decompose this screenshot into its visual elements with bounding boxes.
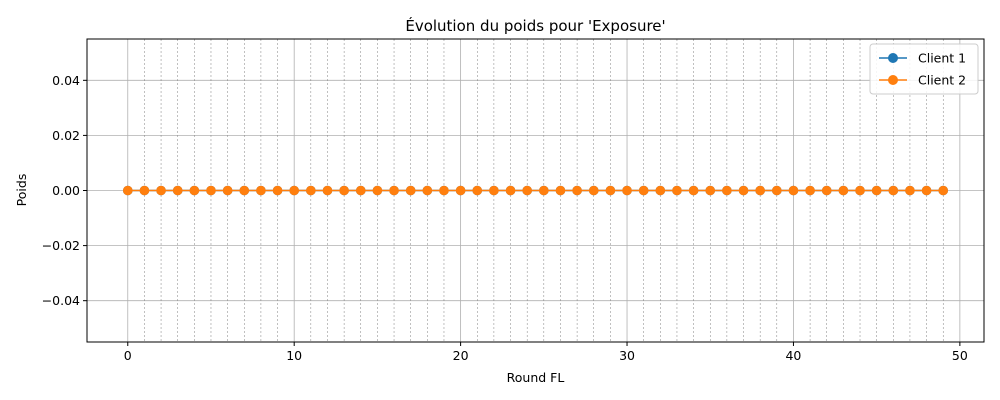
x-tick-label: 10 (286, 348, 302, 363)
y-tick-label: −0.02 (42, 238, 80, 253)
data-point-client-2 (389, 185, 399, 196)
data-point-client-2 (455, 185, 466, 196)
x-tick-label: 0 (124, 348, 132, 363)
data-point-client-2 (505, 185, 516, 196)
x-tick-label: 40 (785, 348, 801, 363)
data-point-client-2 (206, 185, 216, 196)
data-point-client-2 (322, 185, 333, 196)
data-point-client-2 (805, 185, 815, 196)
data-point-client-2 (339, 185, 349, 196)
series-client-2 (122, 185, 949, 196)
data-point-client-2 (239, 185, 250, 196)
data-point-client-2 (588, 185, 599, 196)
x-axis-title: Round FL (507, 370, 565, 385)
data-point-client-2 (139, 185, 150, 196)
data-point-client-2 (355, 185, 366, 196)
data-point-client-2 (838, 185, 849, 196)
x-tick-label: 30 (619, 348, 635, 363)
x-tick-label: 50 (952, 348, 968, 363)
y-tick-label: −0.04 (42, 293, 80, 308)
data-point-client-2 (222, 185, 233, 196)
data-point-client-2 (472, 185, 483, 196)
data-point-client-2 (572, 185, 582, 196)
data-point-client-2 (888, 185, 899, 196)
data-point-client-2 (688, 185, 699, 196)
legend-label-client-2: Client 2 (918, 73, 966, 88)
data-point-client-2 (772, 185, 782, 196)
data-point-client-2 (272, 185, 283, 196)
data-point-client-2 (821, 185, 832, 196)
data-point-client-2 (122, 185, 133, 196)
data-point-client-2 (638, 185, 649, 196)
data-point-client-2 (422, 185, 433, 196)
y-tick-label: 0.02 (52, 128, 80, 143)
legend: Client 1 Client 2 (869, 43, 979, 95)
data-point-client-2 (555, 185, 566, 196)
data-point-client-2 (722, 185, 732, 196)
data-point-client-2 (172, 185, 183, 196)
data-point-client-2 (439, 185, 449, 196)
minor-gridlines (144, 39, 944, 342)
data-point-client-2 (905, 185, 915, 196)
legend-entry-client-1: Client 1 (879, 51, 966, 66)
data-point-client-2 (622, 185, 632, 196)
data-point-client-2 (855, 185, 865, 196)
legend-marker-client-2 (888, 75, 898, 85)
chart-title: Évolution du poids pour 'Exposure' (405, 16, 665, 35)
data-point-client-2 (672, 185, 682, 196)
data-point-client-2 (189, 185, 200, 196)
y-axis-ticks: 0.04 0.02 0.00 −0.02 −0.04 (42, 73, 87, 308)
y-tick-label: 0.00 (52, 183, 80, 198)
data-point-client-2 (522, 185, 532, 196)
x-tick-label: 20 (453, 348, 469, 363)
series-layer (122, 185, 949, 196)
data-point-client-2 (489, 185, 499, 196)
legend-label-client-1: Client 1 (918, 51, 966, 66)
x-axis-ticks: 0 10 20 30 40 50 (124, 342, 968, 363)
data-point-client-2 (871, 185, 882, 196)
data-point-client-2 (755, 185, 765, 196)
legend-entry-client-2: Client 2 (879, 73, 966, 88)
data-point-client-2 (655, 185, 666, 196)
data-point-client-2 (938, 185, 949, 196)
data-point-client-2 (738, 185, 749, 196)
data-point-client-2 (705, 185, 716, 196)
data-point-client-2 (539, 185, 549, 196)
data-point-client-2 (289, 185, 299, 196)
data-point-client-2 (156, 185, 166, 196)
data-point-client-2 (788, 185, 799, 196)
data-point-client-2 (306, 185, 316, 196)
data-point-client-2 (256, 185, 266, 196)
y-tick-label: 0.04 (52, 73, 80, 88)
data-point-client-2 (921, 185, 932, 196)
data-point-client-2 (605, 185, 616, 196)
y-axis-title: Poids (14, 174, 29, 207)
legend-marker-client-1 (888, 53, 898, 63)
data-point-client-2 (405, 185, 416, 196)
data-point-client-2 (372, 185, 383, 196)
